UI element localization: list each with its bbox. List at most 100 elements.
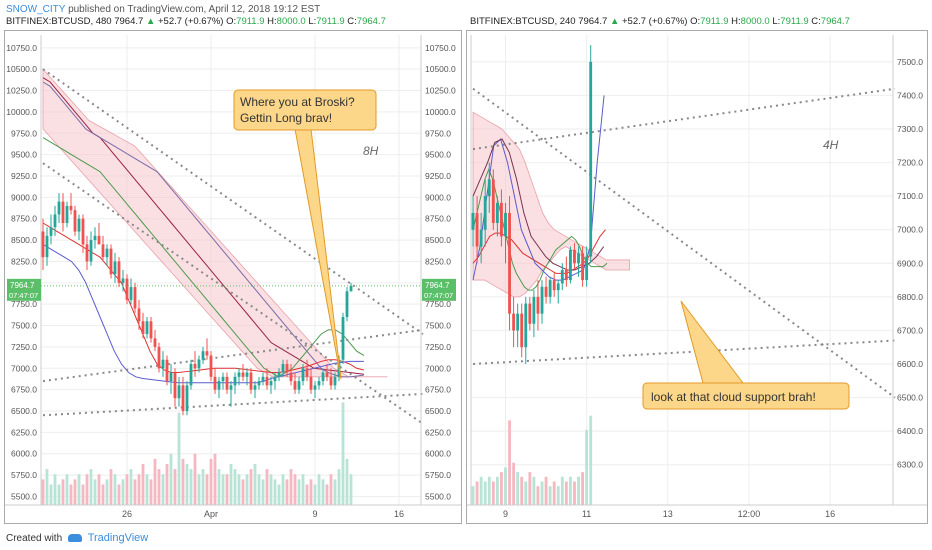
chart-title-left: BITFINEX:BTCUSD, 480 7964.7 ▲ +52.7 (+0.… (6, 16, 386, 27)
volume-bar (585, 429, 589, 505)
candle-body (500, 202, 503, 237)
change-value: +52.7 (+0.67%) (157, 16, 224, 27)
volume-bar (117, 484, 121, 505)
candle-body (333, 376, 337, 386)
y-tick-label: 5750.0 (11, 470, 37, 480)
y-tick-label: 10000.0 (425, 107, 456, 117)
y-tick-label: 9750.0 (425, 128, 451, 138)
volume-bar (573, 481, 576, 505)
candle-body (317, 381, 321, 386)
y-tick-label: 6500.0 (425, 406, 451, 416)
volume-bar (41, 479, 45, 505)
candle-body (345, 291, 349, 317)
volume-bar (77, 474, 81, 505)
open-label: O: (226, 16, 237, 27)
volume-bar (93, 479, 97, 505)
candle-body (149, 321, 153, 339)
candle-body (349, 285, 353, 292)
volume-bar (233, 469, 237, 505)
volume-bar (540, 481, 544, 505)
publish-header: SNOW_CITY published on TradingView.com, … (6, 4, 320, 15)
y-tick-label: 9250.0 (425, 171, 451, 181)
chart-4h-svg[interactable]: 6300.06300.06400.06400.06500.06500.06600… (441, 31, 927, 523)
volume-bar (528, 472, 532, 505)
last-price: 7964.7 (578, 16, 608, 27)
candle-body (73, 210, 77, 232)
price-tag-value: 7964.7 (425, 281, 450, 290)
volume-bar (185, 463, 189, 505)
y-tick-label: 7300.0 (897, 124, 923, 134)
y-tick-label: 9500.0 (11, 150, 37, 160)
y-tick-label: 10500.0 (6, 64, 37, 74)
candle-body (45, 235, 49, 258)
volume-bar (109, 469, 113, 505)
volume-bar (261, 479, 265, 505)
volume-bar (197, 474, 201, 505)
y-tick-label: 9000.0 (425, 192, 451, 202)
indicator-line (42, 243, 364, 384)
y-tick-label: 8500.0 (425, 235, 451, 245)
y-tick-label: 7400.0 (897, 90, 923, 100)
y-tick-label: 6500.0 (897, 393, 923, 403)
volume-bar (249, 469, 253, 505)
candle-body (185, 385, 189, 411)
volume-bar (500, 472, 503, 505)
open-value: 7911.9 (236, 16, 265, 27)
volume-bar (516, 472, 520, 505)
y-tick-label: 7100.0 (897, 191, 923, 201)
candle-body (145, 321, 149, 335)
volume-bar (491, 481, 495, 505)
candle-body (221, 376, 225, 382)
candle-body (281, 364, 285, 373)
y-tick-label: 6250.0 (11, 427, 37, 437)
volume-bar (173, 469, 177, 505)
y-tick-label: 7000.0 (897, 225, 923, 235)
volume-bar (345, 458, 349, 505)
volume-bar (225, 474, 229, 505)
candle-body (261, 376, 265, 382)
candle-body (471, 212, 475, 230)
close-value: 7964.7 (820, 16, 850, 27)
volume-bar (305, 484, 309, 505)
y-tick-label: 7000.0 (425, 363, 451, 373)
volume-bar (265, 469, 269, 505)
candle-body (544, 286, 548, 297)
price-tag-countdown: 07:47:07 (9, 291, 38, 300)
volume-bar (113, 474, 117, 505)
candle-body (321, 372, 325, 382)
low-value: 7911.9 (780, 16, 809, 27)
volume-bar (165, 463, 169, 505)
y-tick-label: 7500.0 (425, 321, 451, 331)
volume-bar (577, 476, 580, 505)
candle-body (297, 381, 301, 390)
volume-bar (153, 458, 157, 505)
volume-bar (97, 474, 101, 505)
author-link[interactable]: SNOW_CITY (6, 4, 66, 15)
chart-8h-svg[interactable]: 5500.0 5500.0 5750.0 5750.0 6000.0 6000.0 6250… (5, 31, 461, 523)
high-value: 8000.0 (276, 16, 306, 27)
chart-panel-4h[interactable]: 6300.06300.06400.06400.06500.06500.06600… (441, 30, 928, 524)
volume-bar (281, 474, 285, 505)
candle-body (475, 212, 479, 247)
tradingview-brand[interactable]: TradingView (87, 532, 149, 544)
candle-body (65, 205, 69, 223)
chart-panel-8h[interactable]: 5500.0 5500.0 5750.0 5750.0 6000.0 6000.0 6250… (4, 30, 462, 524)
candle-body (585, 256, 589, 281)
y-tick-label: 10250.0 (6, 86, 37, 96)
volume-bar (229, 463, 233, 505)
y-tick-label: 7500.0 (897, 57, 923, 67)
candle-body (245, 372, 249, 377)
volume-bar (297, 479, 301, 505)
volume-bar (209, 458, 213, 505)
candle-body (241, 372, 245, 377)
x-tick-label: 16 (825, 509, 835, 519)
symbol-label: BITFINEX:BTCUSD, 240 (470, 16, 576, 27)
y-tick-label: 6750.0 (11, 385, 37, 395)
candle-body (491, 179, 495, 223)
annotation-box (233, 89, 377, 131)
y-tick-label: 7500.0 (11, 321, 37, 331)
x-tick-label: 9 (503, 509, 508, 519)
y-tick-label: 9000.0 (11, 192, 37, 202)
candle-body (93, 235, 97, 241)
x-tick-label: 16 (394, 509, 404, 519)
